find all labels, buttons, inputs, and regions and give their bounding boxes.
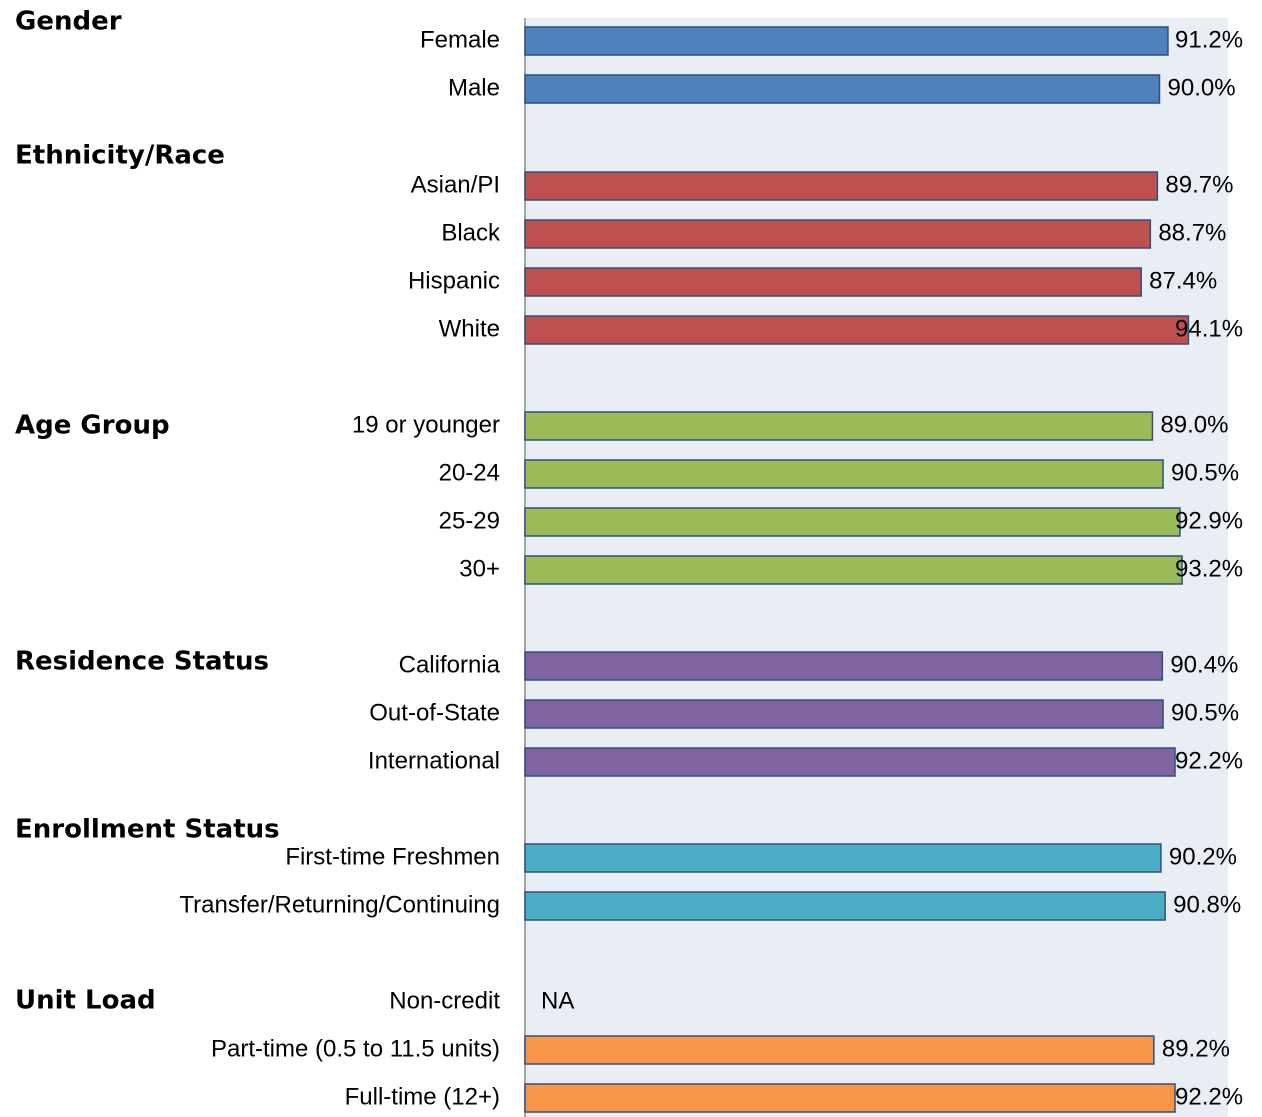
bar <box>524 1083 1176 1113</box>
category-label: California <box>399 651 501 678</box>
bar <box>524 555 1183 585</box>
category-label: Asian/PI <box>411 171 500 198</box>
data-label: 92.2% <box>1175 747 1243 774</box>
group-label: Age Group <box>15 411 170 441</box>
bar <box>524 891 1166 921</box>
bar <box>524 171 1159 201</box>
category-label: International <box>368 747 500 774</box>
data-label: 90.8% <box>1173 891 1241 918</box>
category-label: Female <box>420 26 500 53</box>
data-label: 92.9% <box>1175 507 1243 534</box>
category-label: 30+ <box>459 555 500 582</box>
category-label: Part-time (0.5 to 11.5 units) <box>211 1035 500 1062</box>
category-label: Black <box>441 219 501 246</box>
bar <box>524 699 1164 729</box>
bar <box>524 651 1164 681</box>
bar <box>524 747 1176 777</box>
category-label: Non-credit <box>389 987 500 1014</box>
bar <box>524 411 1154 441</box>
bar <box>524 1035 1155 1065</box>
bar <box>524 74 1161 104</box>
bar <box>524 315 1190 345</box>
category-label: White <box>439 315 500 342</box>
data-label: 93.2% <box>1175 555 1243 582</box>
data-label: 92.2% <box>1175 1083 1243 1110</box>
group-label: Ethnicity/Race <box>15 141 225 171</box>
data-label: 90.5% <box>1171 699 1239 726</box>
data-label: 90.2% <box>1169 843 1237 870</box>
category-label: 25-29 <box>439 507 500 534</box>
category-label: Transfer/Returning/Continuing <box>179 891 500 918</box>
category-label: Hispanic <box>408 267 500 294</box>
bar <box>524 507 1181 537</box>
data-label: 89.2% <box>1162 1035 1230 1062</box>
data-label: 91.2% <box>1175 26 1243 53</box>
category-label: 20-24 <box>439 459 500 486</box>
bar <box>524 267 1142 297</box>
data-label: 88.7% <box>1158 219 1226 246</box>
data-label: 89.7% <box>1165 171 1233 198</box>
data-label: 89.0% <box>1160 411 1228 438</box>
data-label: NA <box>541 987 574 1014</box>
group-label: Unit Load <box>15 986 156 1016</box>
group-label: Enrollment Status <box>15 815 280 845</box>
data-label: 90.4% <box>1170 651 1238 678</box>
bar <box>524 219 1152 249</box>
category-label: First-time Freshmen <box>285 843 500 870</box>
group-label: Gender <box>15 7 122 37</box>
data-label: 90.0% <box>1168 74 1236 101</box>
bar <box>524 26 1169 56</box>
group-label: Residence Status <box>15 647 269 677</box>
data-label: 90.5% <box>1171 459 1239 486</box>
data-label: 87.4% <box>1149 267 1217 294</box>
bar <box>524 843 1162 873</box>
category-label: 19 or younger <box>352 411 500 438</box>
category-label: Male <box>448 74 500 101</box>
category-label: Out-of-State <box>369 699 500 726</box>
category-label: Full-time (12+) <box>345 1083 500 1110</box>
bar <box>524 459 1164 489</box>
data-label: 94.1% <box>1175 315 1243 342</box>
